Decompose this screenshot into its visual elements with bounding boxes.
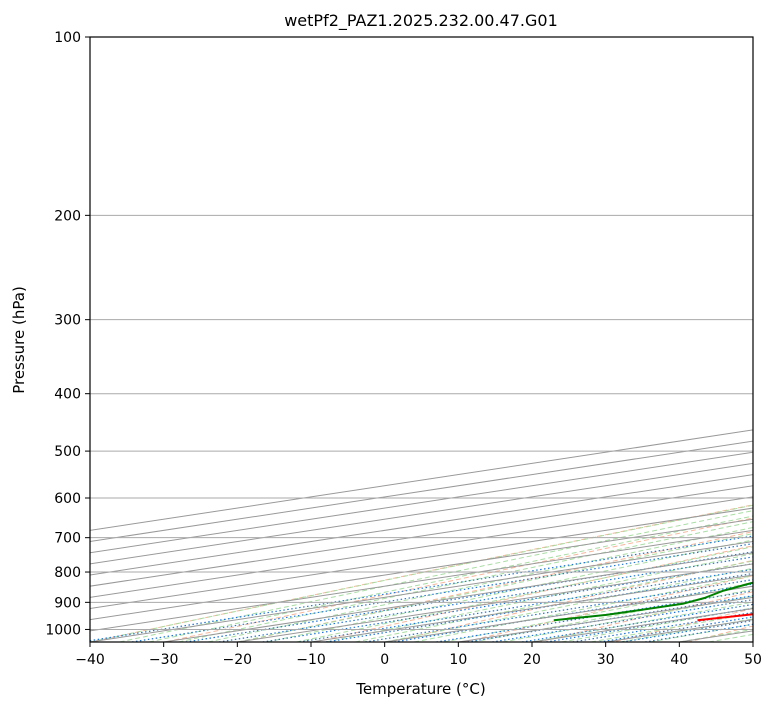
x-tick-label: −10 — [296, 652, 326, 668]
y-tick-label: 500 — [54, 444, 81, 460]
x-tick-label: 40 — [670, 652, 688, 668]
chart-title: wetPf2_PAZ1.2025.232.00.47.G01 — [284, 11, 558, 31]
x-axis-title: Temperature (°C) — [355, 680, 485, 698]
isotherm — [753, 37, 775, 642]
x-tick-label: −20 — [223, 652, 253, 668]
y-tick-label: 1000 — [45, 622, 81, 638]
y-tick-label: 800 — [54, 565, 81, 581]
x-tick-label: 20 — [523, 652, 541, 668]
y-tick-label: 600 — [54, 491, 81, 507]
y-tick-label: 900 — [54, 595, 81, 611]
plot-background — [90, 37, 753, 642]
x-tick-label: 50 — [744, 652, 762, 668]
x-tick-label: 10 — [449, 652, 467, 668]
y-tick-label: 700 — [54, 531, 81, 547]
y-tick-label: 100 — [54, 30, 81, 46]
x-tick-label: 0 — [380, 652, 389, 668]
x-tick-label: −40 — [75, 652, 105, 668]
y-tick-label: 400 — [54, 387, 81, 403]
y-tick-label: 200 — [54, 208, 81, 224]
dry-adiabat — [763, 37, 775, 642]
y-tick-label: 300 — [54, 313, 81, 329]
y-axis-title: Pressure (hPa) — [10, 286, 28, 394]
x-tick-label: 30 — [597, 652, 615, 668]
x-tick-label: −30 — [149, 652, 179, 668]
